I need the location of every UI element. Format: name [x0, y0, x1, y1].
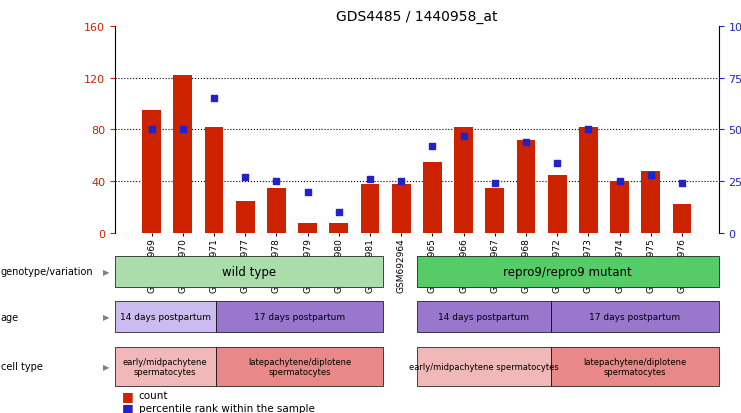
Text: age: age [1, 312, 19, 322]
Bar [173, 76, 192, 233]
Text: ■: ■ [122, 389, 134, 402]
Bar [392, 184, 411, 233]
Bar [673, 205, 691, 233]
Bar [267, 188, 286, 233]
Text: repro9/repro9 mutant: repro9/repro9 mutant [503, 265, 632, 278]
Text: latepachytene/diplotene
spermatocytes: latepachytene/diplotene spermatocytes [247, 357, 351, 376]
Point [551, 160, 563, 166]
Bar [361, 184, 379, 233]
Point [208, 96, 220, 102]
Text: 17 days postpartum: 17 days postpartum [589, 313, 680, 321]
Text: early/midpachytene spermatocytes: early/midpachytene spermatocytes [409, 362, 559, 371]
Text: ▶: ▶ [103, 267, 109, 276]
Bar [642, 171, 660, 233]
Text: cell type: cell type [1, 361, 43, 372]
Bar [236, 201, 255, 233]
Bar [548, 175, 567, 233]
Text: 14 days postpartum: 14 days postpartum [439, 313, 529, 321]
Text: wild type: wild type [222, 265, 276, 278]
Text: ▶: ▶ [103, 362, 109, 371]
Point [645, 172, 657, 179]
Point [582, 127, 594, 133]
Bar [330, 223, 348, 233]
Point [270, 178, 282, 185]
Point [520, 139, 532, 146]
Text: percentile rank within the sample: percentile rank within the sample [139, 403, 314, 413]
Bar [485, 188, 504, 233]
Point [333, 209, 345, 216]
Point [489, 180, 501, 187]
Title: GDS4485 / 1440958_at: GDS4485 / 1440958_at [336, 10, 497, 24]
Point [146, 127, 158, 133]
Point [302, 189, 313, 195]
Point [458, 133, 470, 140]
Text: 14 days postpartum: 14 days postpartum [120, 313, 210, 321]
Text: ■: ■ [122, 401, 134, 413]
Bar [142, 111, 161, 233]
Text: genotype/variation: genotype/variation [1, 266, 93, 277]
Text: ▶: ▶ [103, 313, 109, 321]
Point [239, 174, 251, 181]
Point [395, 178, 407, 185]
Text: latepachytene/diplotene
spermatocytes: latepachytene/diplotene spermatocytes [583, 357, 686, 376]
Bar [611, 182, 629, 233]
Point [364, 176, 376, 183]
Text: count: count [139, 390, 168, 400]
Bar [454, 128, 473, 233]
Bar [299, 223, 317, 233]
Bar [205, 128, 223, 233]
Text: 17 days postpartum: 17 days postpartum [254, 313, 345, 321]
Bar [579, 128, 598, 233]
Text: early/midpachytene
spermatocytes: early/midpachytene spermatocytes [123, 357, 207, 376]
Point [177, 127, 189, 133]
Point [676, 180, 688, 187]
Point [427, 143, 439, 150]
Bar [516, 140, 535, 233]
Point [614, 178, 625, 185]
Bar [423, 162, 442, 233]
